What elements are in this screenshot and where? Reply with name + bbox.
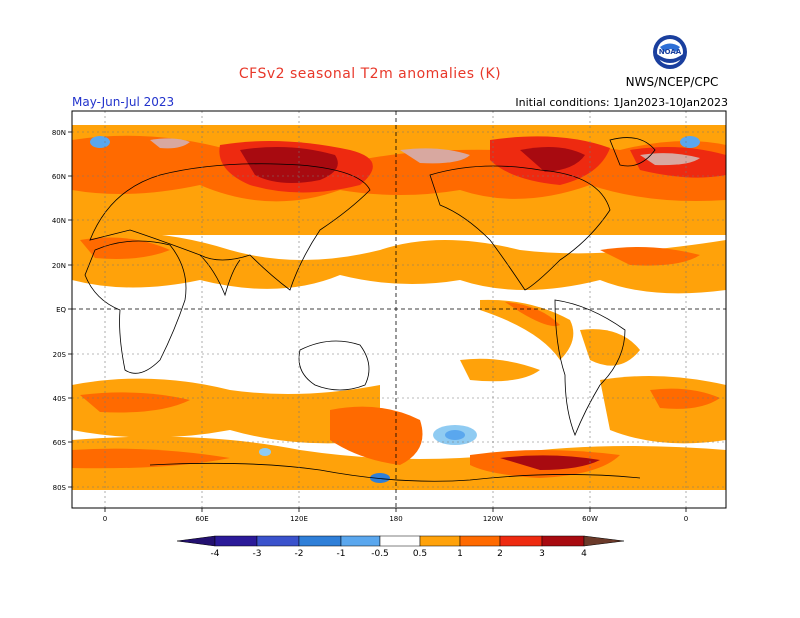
colorbar-label: -1 bbox=[337, 549, 346, 559]
colorbar-segment bbox=[459, 535, 501, 547]
lat-label: 20S bbox=[53, 351, 67, 359]
map-title: CFSv2 seasonal T2m anomalies (K) bbox=[238, 66, 502, 82]
agency-label: NWS/NCEP/CPC bbox=[625, 75, 719, 89]
colorbar-label: 3 bbox=[539, 549, 545, 559]
coastlines bbox=[84, 137, 656, 482]
initial-conditions: Initial conditions: 1Jan2023-10Jan2023 bbox=[515, 96, 728, 109]
lon-label: 60W bbox=[582, 515, 598, 523]
noaa-logo-text: NOAA bbox=[659, 48, 682, 56]
lat-label: 40N bbox=[52, 217, 66, 225]
lon-label: 60E bbox=[195, 515, 208, 523]
map-frame bbox=[71, 110, 727, 509]
colorbar-segment bbox=[419, 535, 461, 547]
lon-label: 0 bbox=[103, 515, 107, 523]
lat-label: 40S bbox=[53, 395, 67, 403]
noaa-logo-icon: NOAA bbox=[653, 35, 687, 69]
colorbar bbox=[176, 535, 625, 547]
map-ticks bbox=[68, 131, 687, 512]
anomaly-shading bbox=[72, 125, 726, 508]
lat-label: 80S bbox=[53, 484, 67, 492]
lon-label: 180 bbox=[389, 515, 402, 523]
colorbar-segment bbox=[298, 535, 342, 547]
colorbar-label: 0.5 bbox=[413, 549, 427, 559]
colorbar-segment bbox=[340, 535, 381, 547]
lat-label: 80N bbox=[52, 129, 66, 137]
map-reference-lines bbox=[72, 111, 726, 508]
colorbar-label: -2 bbox=[295, 549, 304, 559]
colorbar-end-low bbox=[176, 535, 216, 547]
map-gridlines bbox=[72, 111, 726, 508]
lon-label: 120E bbox=[290, 515, 308, 523]
colorbar-label: -3 bbox=[253, 549, 262, 559]
colorbar-segment bbox=[256, 535, 300, 547]
lon-label: 120W bbox=[483, 515, 503, 523]
colorbar-label: 4 bbox=[581, 549, 587, 559]
colorbar-label: -0.5 bbox=[371, 549, 389, 559]
lat-label: 20N bbox=[52, 262, 66, 270]
colorbar-segment bbox=[499, 535, 543, 547]
colorbar-end-high bbox=[583, 535, 625, 547]
lat-label: EQ bbox=[56, 306, 66, 314]
colorbar-segment bbox=[214, 535, 258, 547]
colorbar-segment bbox=[541, 535, 585, 547]
colorbar-segment bbox=[379, 535, 421, 547]
colorbar-label: -4 bbox=[211, 549, 220, 559]
forecast-period: May-Jun-Jul 2023 bbox=[72, 95, 175, 109]
lat-label: 60S bbox=[53, 439, 67, 447]
lon-label: 0 bbox=[684, 515, 688, 523]
colorbar-label: 2 bbox=[497, 549, 503, 559]
colorbar-label: 1 bbox=[457, 549, 463, 559]
lat-label: 60N bbox=[52, 173, 66, 181]
